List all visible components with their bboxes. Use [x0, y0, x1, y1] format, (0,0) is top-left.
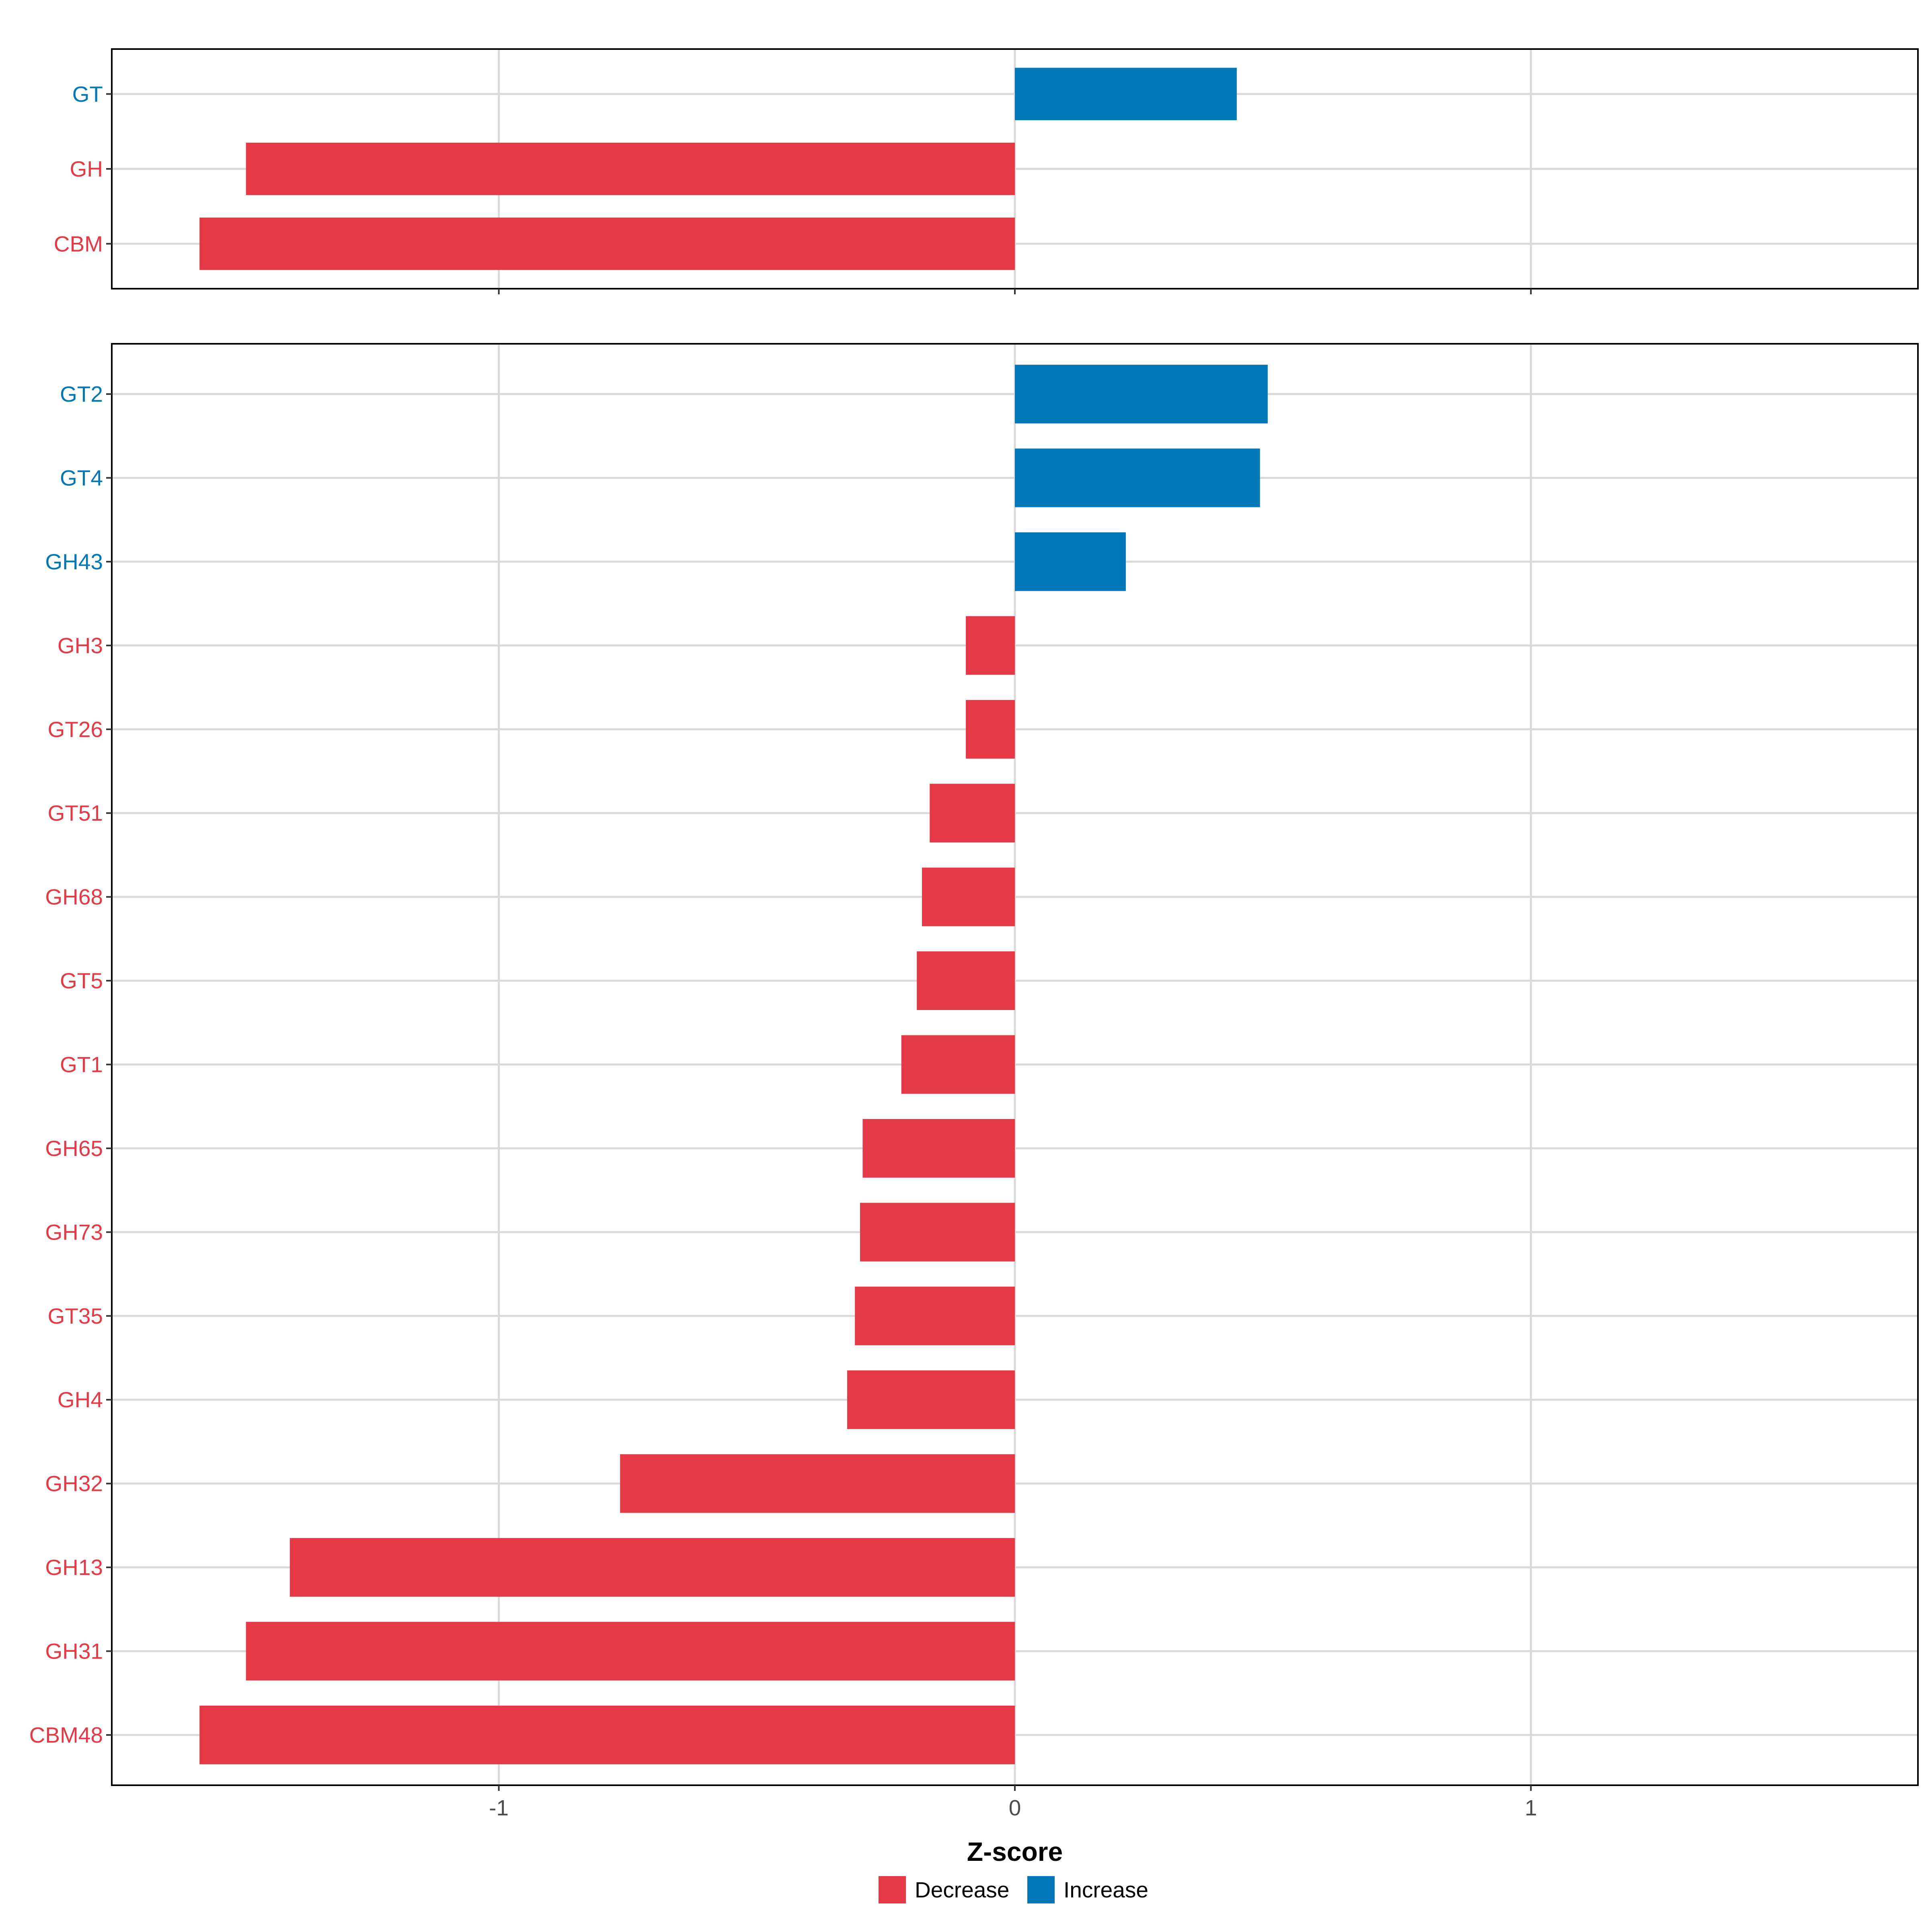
- bar-gh3: [966, 616, 1015, 675]
- category-label-gt35: GT35: [47, 1304, 103, 1328]
- category-label-gt51: GT51: [47, 801, 103, 825]
- bar-gt26: [966, 700, 1015, 759]
- legend-label-decrease: Decrease: [915, 1877, 1009, 1902]
- category-label-gh31: GH31: [45, 1639, 103, 1664]
- bar-gh32: [620, 1454, 1015, 1513]
- category-label-gh4: GH4: [57, 1387, 103, 1412]
- bar-cbm48: [199, 1705, 1015, 1764]
- category-label-gh3: GH3: [57, 633, 103, 658]
- category-label-cbm: CBM: [54, 231, 103, 256]
- bar-gh65: [862, 1119, 1015, 1178]
- bar-gh31: [246, 1622, 1015, 1681]
- category-label-gh73: GH73: [45, 1220, 103, 1244]
- bar-gh4: [847, 1370, 1015, 1429]
- bar-gh43: [1015, 532, 1126, 591]
- category-label-gh65: GH65: [45, 1136, 103, 1161]
- bar-gt35: [855, 1286, 1015, 1345]
- legend-swatch-increase: [1027, 1876, 1055, 1903]
- bar-gt2: [1015, 365, 1268, 424]
- category-label-gt5: GT5: [60, 968, 103, 993]
- category-label-gh68: GH68: [45, 885, 103, 910]
- bar-gh: [246, 142, 1015, 195]
- category-label-gh32: GH32: [45, 1471, 103, 1496]
- legend-swatch-decrease: [879, 1876, 906, 1903]
- bar-gh13: [290, 1538, 1015, 1597]
- x-tick-label-2: 1: [1525, 1795, 1537, 1820]
- category-label-gt2: GT2: [60, 382, 103, 407]
- bar-gh73: [860, 1203, 1015, 1262]
- category-label-gt1: GT1: [60, 1052, 103, 1077]
- bar-gt5: [917, 951, 1015, 1010]
- category-label-gt4: GT4: [60, 465, 103, 490]
- category-label-gh43: GH43: [45, 549, 103, 574]
- bar-gh68: [922, 867, 1015, 926]
- category-label-cbm48: CBM48: [29, 1723, 103, 1747]
- bar-cbm: [199, 218, 1015, 270]
- bar-gt: [1015, 68, 1237, 120]
- bar-gt4: [1015, 448, 1260, 507]
- category-label-gh13: GH13: [45, 1555, 103, 1580]
- legend-label-increase: Increase: [1064, 1877, 1148, 1902]
- bar-gt1: [901, 1035, 1015, 1094]
- category-label-gt26: GT26: [47, 717, 103, 742]
- category-label-gh: GH: [70, 156, 103, 181]
- x-tick-label-0: -1: [489, 1795, 509, 1820]
- x-tick-label-1: 0: [1009, 1795, 1021, 1820]
- bar-gt51: [930, 784, 1015, 843]
- x-axis-title: Z-score: [967, 1837, 1063, 1866]
- category-label-gt: GT: [72, 82, 103, 107]
